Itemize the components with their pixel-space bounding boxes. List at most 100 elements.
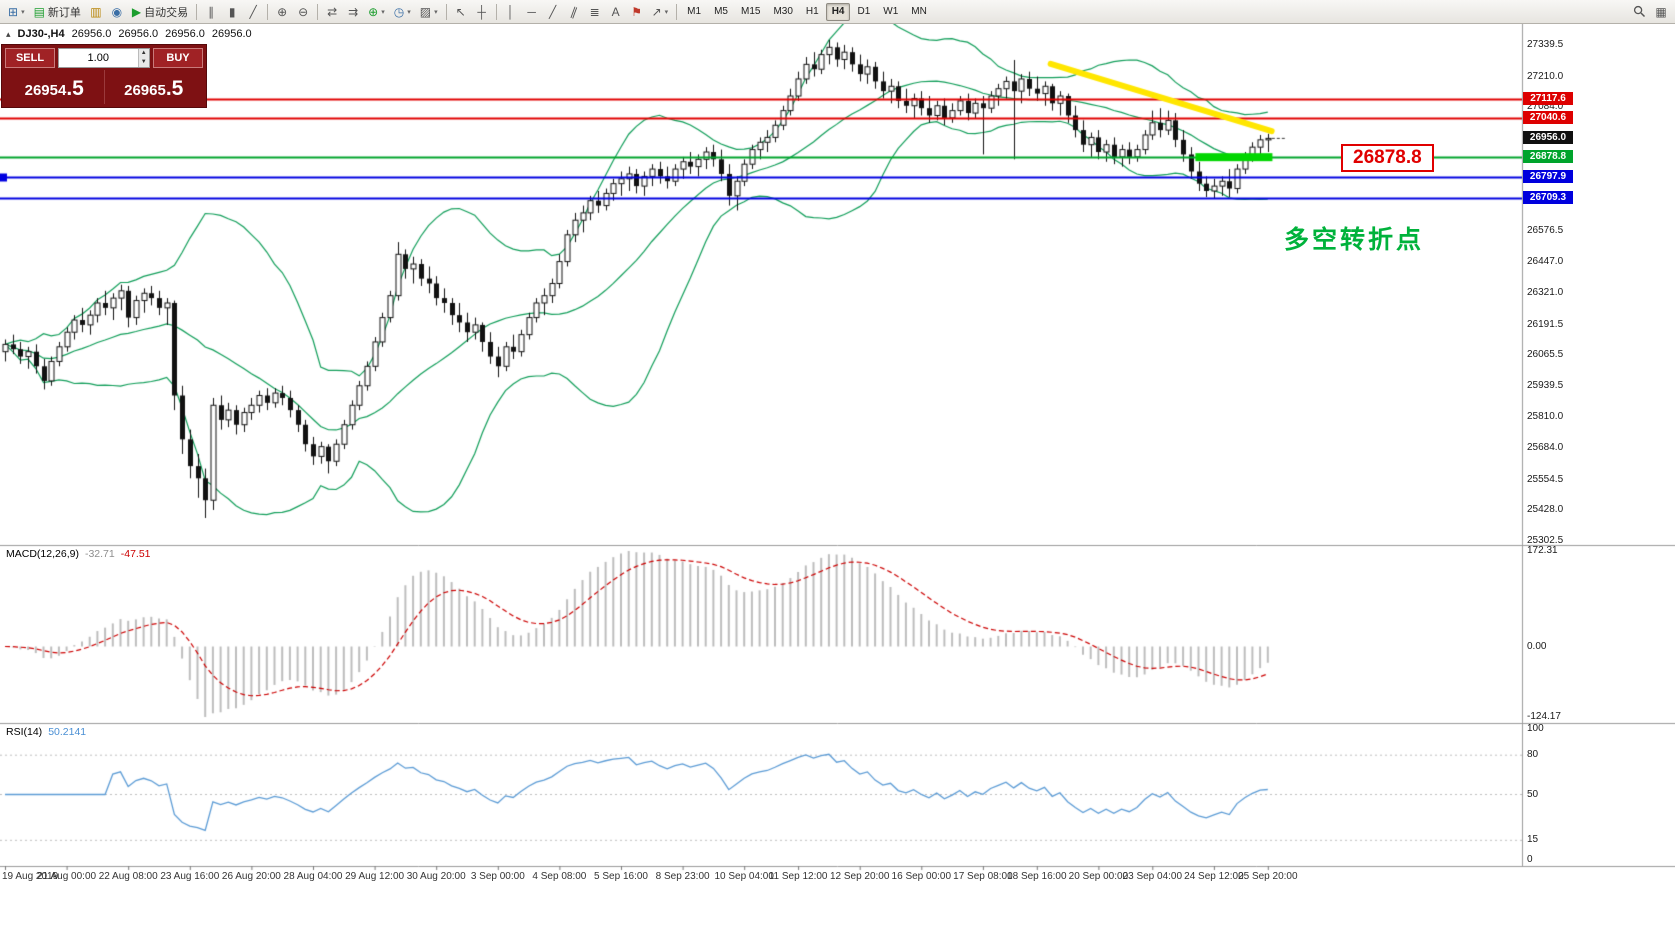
crosshair-button[interactable]: ┼ <box>472 2 492 22</box>
buy-price-main: 26965 <box>124 82 166 99</box>
price-axis-label: 25554.5 <box>1527 473 1564 485</box>
timeframe-d1[interactable]: D1 <box>851 3 876 21</box>
rsi-axis-label: 100 <box>1527 723 1544 734</box>
vertical-line-icon: │ <box>506 4 515 19</box>
autotrading-button[interactable]: ▶ 自动交易 <box>128 2 192 22</box>
shapes-tool[interactable]: ↗ ▾ <box>648 2 673 22</box>
time-axis-label: 23 Sep 04:00 <box>1122 871 1183 882</box>
time-axis-label: 12 Sep 20:00 <box>829 871 890 882</box>
trendline-tool[interactable]: ╱ <box>543 2 563 22</box>
time-axis-label: 20 Sep 00:00 <box>1068 871 1129 882</box>
periods-button[interactable]: ◷ ▾ <box>390 2 415 22</box>
price-axis-label: 27339.5 <box>1527 39 1564 50</box>
horizontal-line-icon: ─ <box>527 4 536 19</box>
label-tool[interactable]: ⚑ <box>627 2 647 22</box>
price-note-box[interactable]: 26878.8 <box>1341 144 1434 172</box>
templates-button[interactable]: ▨ ▾ <box>416 2 442 22</box>
volume-field: ▲ ▼ <box>58 48 150 68</box>
volume-input[interactable] <box>59 49 138 67</box>
line-chart-button[interactable]: ╱ <box>243 2 263 22</box>
macd-name: MACD(12,26,9) <box>6 548 79 560</box>
timeframe-m1[interactable]: M1 <box>681 3 707 21</box>
timeframe-h4[interactable]: H4 <box>825 2 851 21</box>
new-order-icon: ▤ <box>33 4 45 19</box>
timeframe-m30[interactable]: M30 <box>767 3 798 21</box>
zoom-in-icon: ⊕ <box>277 4 288 19</box>
timeframe-mn[interactable]: MN <box>905 3 933 21</box>
buy-button[interactable]: BUY <box>153 48 203 68</box>
text-icon: A <box>611 4 620 19</box>
profiles-button[interactable]: ▥ <box>86 2 106 22</box>
search-button[interactable] <box>1629 2 1650 22</box>
timeframe-h1[interactable]: H1 <box>800 3 825 21</box>
volume-up-button[interactable]: ▲ <box>138 49 149 58</box>
horizontal-line-tool[interactable]: ─ <box>522 2 542 22</box>
time-axis-label: 3 Sep 00:00 <box>470 871 525 882</box>
price-axis-label: 25810.0 <box>1527 411 1564 423</box>
template-icon: ▨ <box>419 4 432 19</box>
chevron-down-icon: ▾ <box>664 8 669 16</box>
volume-stepper: ▲ ▼ <box>137 49 149 67</box>
candlestick-chart-button[interactable]: ▮ <box>222 2 242 22</box>
toolbar-separator <box>196 3 198 20</box>
trendline-icon: ╱ <box>548 4 557 19</box>
time-axis-label: 8 Sep 23:00 <box>655 871 710 882</box>
play-icon: ▶ <box>131 4 142 19</box>
chevron-down-icon: ▾ <box>21 8 25 16</box>
new-order-button[interactable]: ▤ 新订单 <box>30 2 85 22</box>
rsi-axis-label: 0 <box>1527 854 1533 865</box>
toolbar-separator <box>317 3 319 20</box>
new-chart-button[interactable]: ⊞ ▾ <box>4 2 29 22</box>
toolbar-separator <box>495 3 497 20</box>
turning-point-annotation[interactable]: 多空转折点 <box>1284 226 1425 254</box>
new-chart-icon: ⊞ <box>8 4 19 19</box>
symbol-timeframe-label: DJ30-,H4 <box>17 28 65 40</box>
time-axis-label: 22 Aug 08:00 <box>98 871 158 882</box>
text-tool[interactable]: A <box>606 2 626 22</box>
macd-main-value: -32.71 <box>84 548 115 560</box>
fibonacci-tool[interactable]: ≣ <box>585 2 605 22</box>
zoom-out-button[interactable]: ⊖ <box>293 2 313 22</box>
chart-shift-icon: ⇉ <box>348 4 359 19</box>
timeframe-m5[interactable]: M5 <box>708 3 734 21</box>
flag-icon: ⚑ <box>631 4 642 19</box>
new-order-label: 新订单 <box>47 6 81 19</box>
main-chart-canvas[interactable] <box>0 24 1675 951</box>
macd-axis-min: -124.17 <box>1527 711 1561 722</box>
crosshair-icon: ┼ <box>477 4 486 19</box>
timeframe-m15[interactable]: M15 <box>735 3 766 21</box>
channel-tool[interactable]: ∥ <box>564 2 584 22</box>
close-value: 26956.0 <box>211 28 252 40</box>
price-tag: 26709.3 <box>1523 191 1573 205</box>
time-axis-label: 23 Aug 16:00 <box>160 871 220 882</box>
rsi-indicator-label: RSI(14) 50.2141 <box>6 726 86 738</box>
buy-price-frac: .5 <box>165 77 184 100</box>
buy-price[interactable]: 26965.5 <box>103 70 204 104</box>
price-axis-label: 25302.5 <box>1527 535 1564 546</box>
high-value: 26956.0 <box>118 28 159 40</box>
bar-chart-button[interactable]: ∥ <box>201 2 221 22</box>
low-value: 26956.0 <box>165 28 205 40</box>
price-tag: 26797.9 <box>1523 169 1573 183</box>
vertical-line-tool[interactable]: │ <box>501 2 521 22</box>
cursor-button[interactable]: ↖ <box>451 2 471 22</box>
sell-price-frac: .5 <box>66 77 84 100</box>
indicators-button[interactable]: ⊕ ▾ <box>364 2 389 22</box>
channel-icon: ∥ <box>568 3 579 20</box>
arrow-icon: ↗ <box>651 4 662 19</box>
clock-icon: ◷ <box>393 4 405 19</box>
sell-button[interactable]: SELL <box>5 48 55 68</box>
autotrading-label: 自动交易 <box>144 6 189 19</box>
sell-price[interactable]: 26954.5 <box>5 70 104 104</box>
auto-scroll-button[interactable]: ⇄ <box>322 2 342 22</box>
timeframe-w1[interactable]: W1 <box>877 3 904 21</box>
auto-scroll-icon: ⇄ <box>327 4 338 19</box>
chart-shift-button[interactable]: ⇉ <box>343 2 363 22</box>
data-window-button[interactable]: ◉ <box>107 2 127 22</box>
price-axis-label: 26576.5 <box>1527 224 1564 236</box>
window-layout-button[interactable]: ▦ <box>1651 2 1671 22</box>
zoom-in-button[interactable]: ⊕ <box>272 2 292 22</box>
rsi-axis-label: 80 <box>1527 749 1539 761</box>
bar-chart-icon: ∥ <box>208 4 215 19</box>
volume-down-button[interactable]: ▼ <box>138 58 149 67</box>
